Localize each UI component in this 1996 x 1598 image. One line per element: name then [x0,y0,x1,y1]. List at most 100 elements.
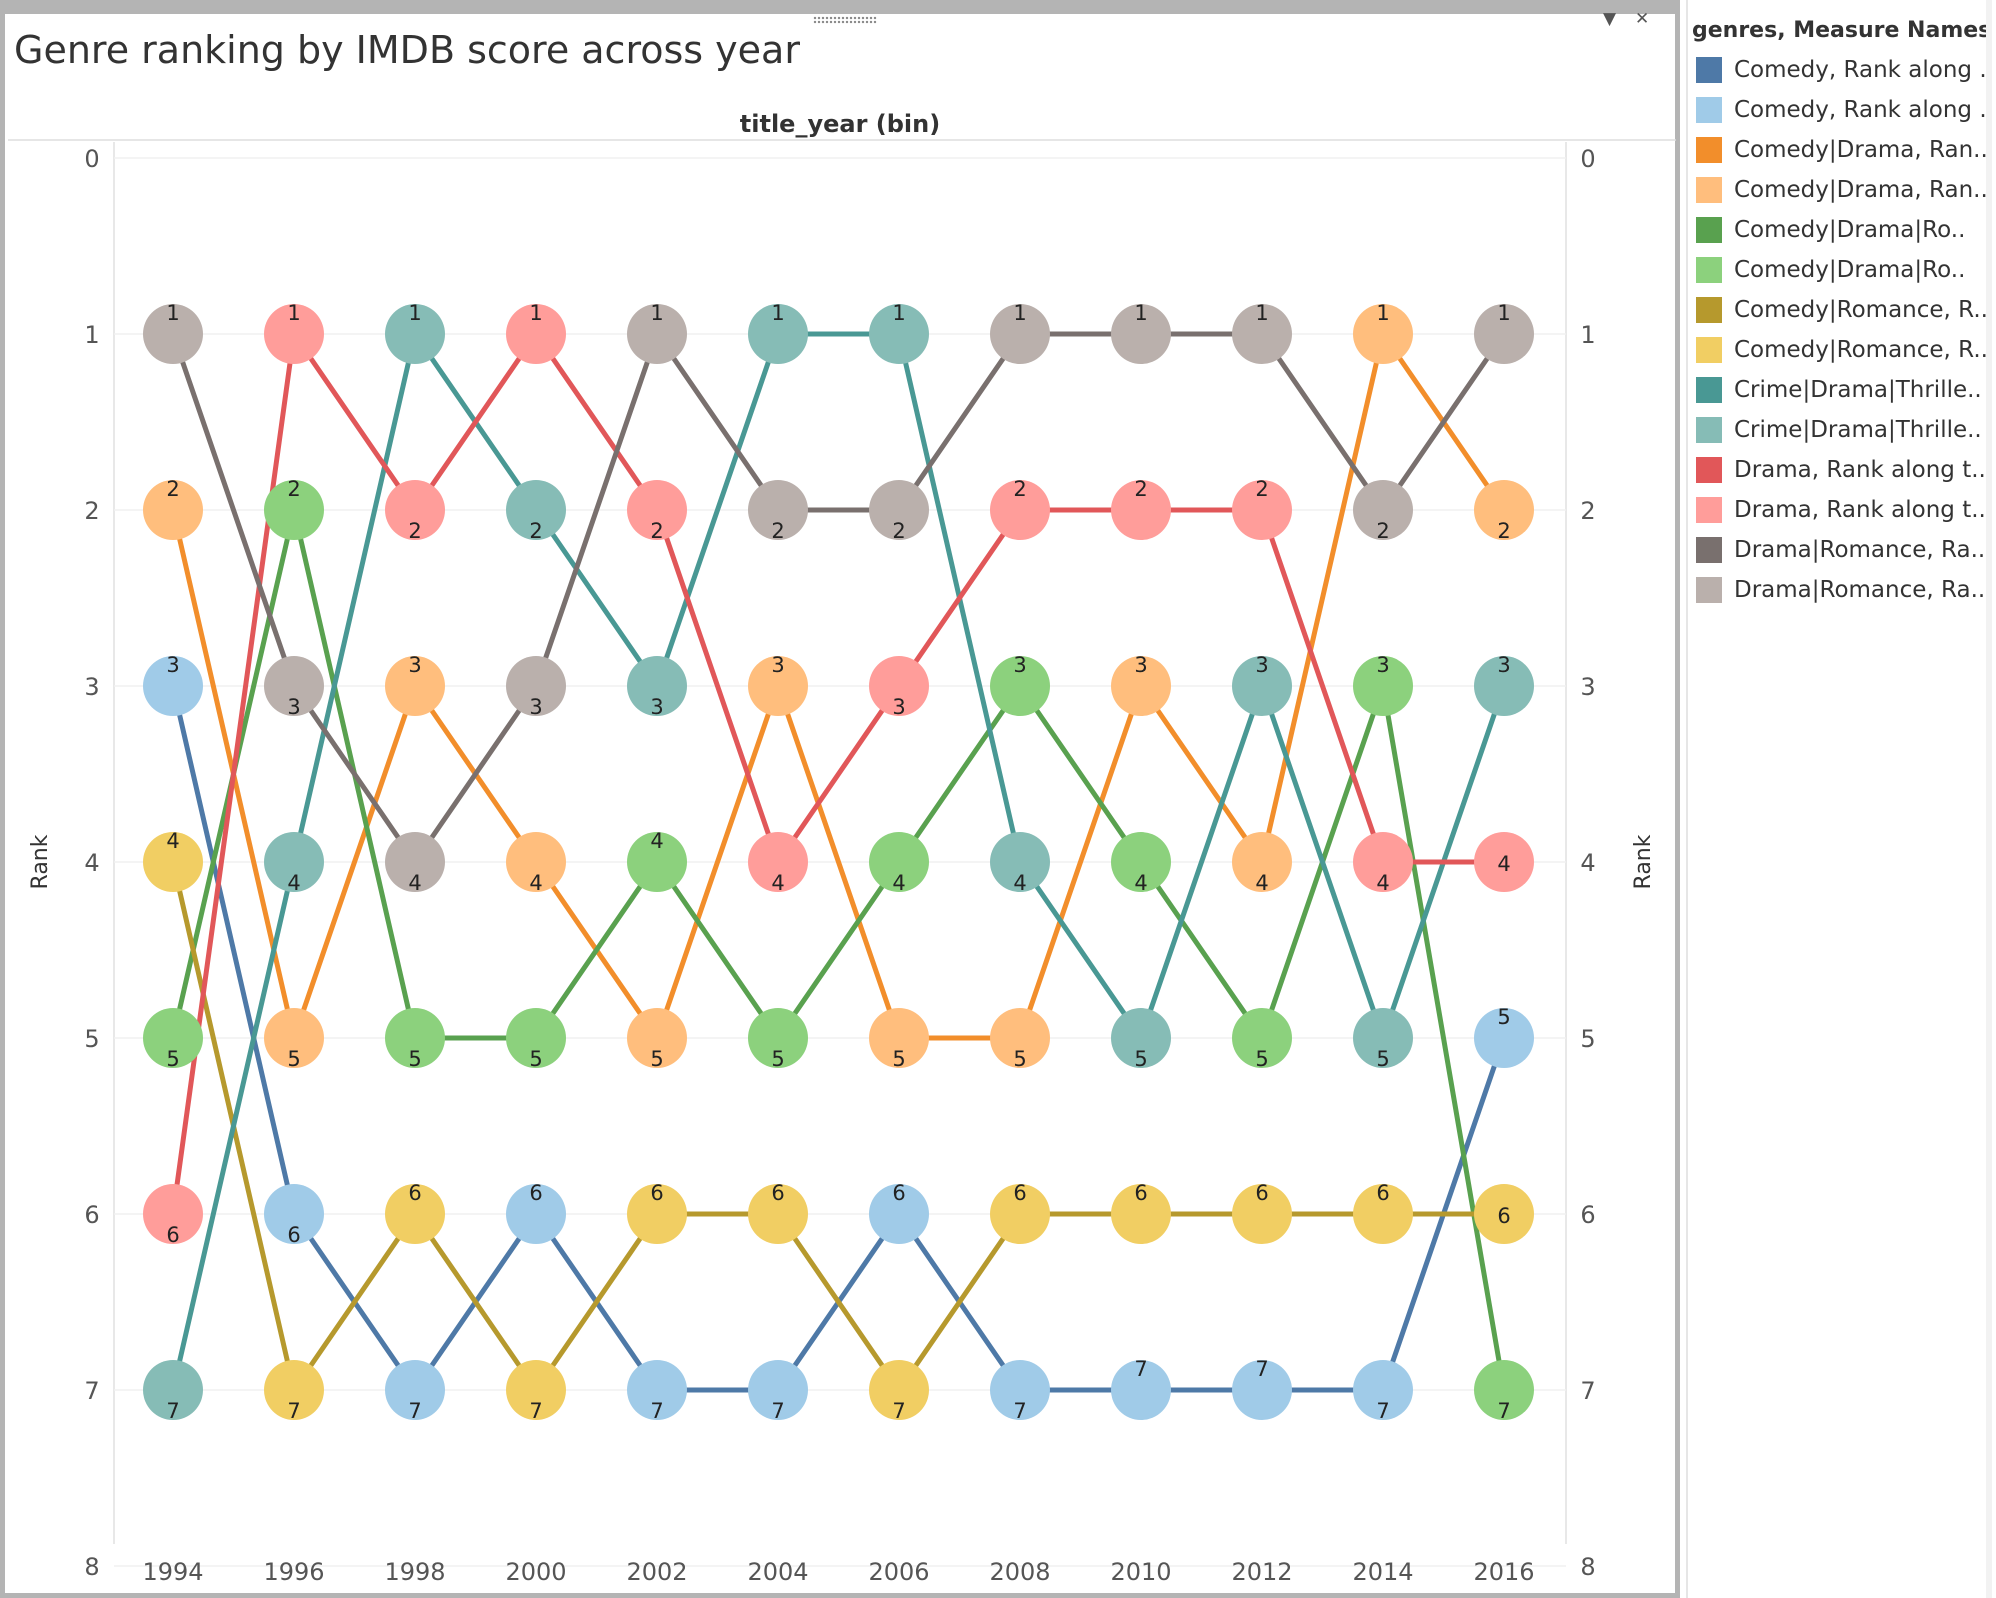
data-point[interactable] [1353,304,1413,364]
data-point[interactable] [1232,656,1292,716]
data-point[interactable] [143,480,203,540]
data-point[interactable] [1353,1360,1413,1420]
data-point[interactable] [264,480,324,540]
data-point[interactable] [627,480,687,540]
data-point[interactable] [143,832,203,892]
data-point[interactable] [627,1008,687,1068]
data-point[interactable] [990,304,1050,364]
data-point[interactable] [506,1008,566,1068]
data-point[interactable] [385,832,445,892]
data-point[interactable] [1232,1360,1292,1420]
data-point[interactable] [869,1008,929,1068]
data-point[interactable] [1232,480,1292,540]
data-point[interactable] [506,1360,566,1420]
data-point[interactable] [1474,1360,1534,1420]
data-point[interactable] [385,1008,445,1068]
legend-item[interactable]: Crime|Drama|Thrille.. [1696,370,1982,410]
data-point[interactable] [1111,304,1171,364]
legend-item[interactable]: Drama, Rank along t.. [1696,450,1986,490]
data-point[interactable] [1353,656,1413,716]
data-point[interactable] [990,1008,1050,1068]
data-point[interactable] [506,1184,566,1244]
data-point[interactable] [506,656,566,716]
data-point[interactable] [1353,480,1413,540]
data-point[interactable] [869,304,929,364]
legend-item[interactable]: Crime|Drama|Thrille.. [1696,410,1982,450]
data-point[interactable] [748,1008,808,1068]
data-point[interactable] [748,304,808,364]
legend-item[interactable]: Comedy|Drama, Ran.. [1696,170,1988,210]
legend-item[interactable]: Comedy, Rank along .. [1696,90,1994,130]
data-point[interactable] [627,832,687,892]
data-point[interactable] [143,1184,203,1244]
dropdown-arrow-icon[interactable]: ▼ [1603,9,1617,29]
data-point[interactable] [990,1360,1050,1420]
data-point[interactable] [1111,480,1171,540]
data-point[interactable] [748,480,808,540]
data-point[interactable] [1111,1360,1171,1420]
data-point[interactable] [1474,1184,1534,1244]
data-point[interactable] [1474,480,1534,540]
legend-scrollbar[interactable] [1986,0,1992,1598]
legend-item[interactable]: Comedy|Drama|Ro.. [1696,210,1965,250]
data-point[interactable] [506,304,566,364]
data-point[interactable] [1232,1008,1292,1068]
data-point[interactable] [748,1184,808,1244]
data-point[interactable] [143,1008,203,1068]
data-point[interactable] [990,832,1050,892]
legend-item[interactable]: Comedy|Romance, R.. [1696,330,1988,370]
data-point[interactable] [1353,832,1413,892]
data-point[interactable] [869,480,929,540]
data-point[interactable] [143,656,203,716]
drag-grip-icon[interactable] [813,16,877,24]
data-point[interactable] [869,656,929,716]
legend-item[interactable]: Comedy|Romance, R.. [1696,290,1988,330]
data-point[interactable] [1474,656,1534,716]
legend-item[interactable]: Drama, Rank along t.. [1696,490,1986,530]
data-point[interactable] [143,1360,203,1420]
legend-item[interactable]: Comedy, Rank along .. [1696,50,1994,90]
data-point[interactable] [264,304,324,364]
data-point[interactable] [990,480,1050,540]
data-point[interactable] [1353,1184,1413,1244]
data-point[interactable] [506,832,566,892]
legend-item[interactable]: Drama|Romance, Ra.. [1696,530,1985,570]
data-point[interactable] [264,656,324,716]
data-point[interactable] [385,480,445,540]
data-point[interactable] [1353,1008,1413,1068]
data-point[interactable] [869,1360,929,1420]
data-point[interactable] [627,1360,687,1420]
data-point[interactable] [990,1184,1050,1244]
data-point[interactable] [1474,832,1534,892]
data-point[interactable] [385,656,445,716]
close-icon[interactable]: ✕ [1635,9,1650,29]
data-point[interactable] [748,656,808,716]
data-point[interactable] [264,1184,324,1244]
data-point[interactable] [1111,656,1171,716]
data-point[interactable] [385,1360,445,1420]
data-point[interactable] [1111,1184,1171,1244]
data-point[interactable] [264,832,324,892]
data-point[interactable] [385,1184,445,1244]
data-point[interactable] [748,1360,808,1420]
data-point[interactable] [748,832,808,892]
data-point[interactable] [264,1360,324,1420]
data-point[interactable] [1232,304,1292,364]
data-point[interactable] [264,1008,324,1068]
data-point[interactable] [1232,832,1292,892]
data-point[interactable] [506,480,566,540]
data-point[interactable] [1111,832,1171,892]
data-point[interactable] [990,656,1050,716]
data-point[interactable] [1474,304,1534,364]
data-point[interactable] [1474,1008,1534,1068]
data-point[interactable] [385,304,445,364]
data-point[interactable] [627,656,687,716]
legend-item[interactable]: Comedy|Drama|Ro.. [1696,250,1965,290]
data-point[interactable] [1111,1008,1171,1068]
legend-item[interactable]: Drama|Romance, Ra.. [1696,570,1985,610]
data-point[interactable] [869,1184,929,1244]
data-point[interactable] [1232,1184,1292,1244]
data-point[interactable] [627,304,687,364]
data-point[interactable] [143,304,203,364]
data-point[interactable] [869,832,929,892]
